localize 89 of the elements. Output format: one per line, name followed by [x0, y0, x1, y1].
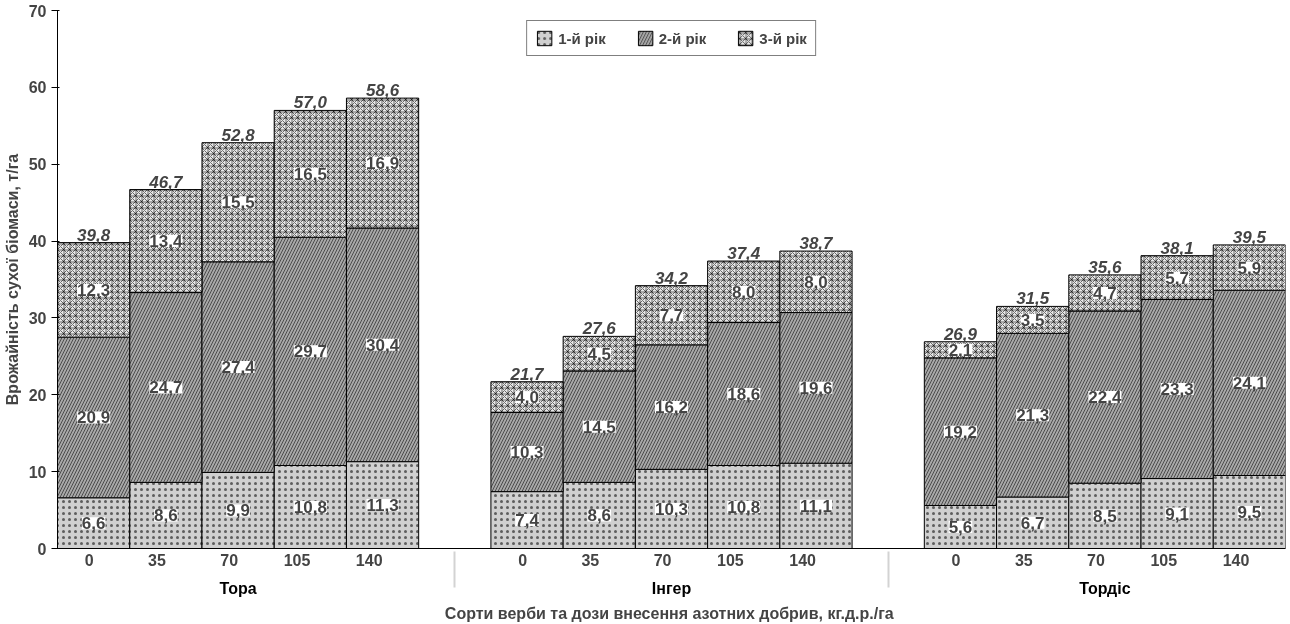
data-label: 30,4: [366, 335, 400, 355]
x-tick-label: 70: [1087, 551, 1106, 569]
data-label: 16,5: [293, 164, 327, 184]
data-label: 18,6: [727, 385, 761, 405]
x-axis-title: Сорти верби та дози внесення азотних добрив, кг.д.р./га: [444, 604, 894, 622]
data-label: 11,1: [799, 496, 833, 516]
data-label: 27,4: [221, 358, 256, 378]
data-label: 10,3: [510, 443, 544, 463]
data-label: 5,9: [1237, 258, 1262, 278]
y-tick-label: 20: [28, 386, 47, 404]
data-label: 5,6: [948, 517, 973, 537]
data-label: 4,7: [1093, 283, 1117, 303]
total-label: 46,7: [148, 172, 184, 192]
data-label: 29,7: [293, 342, 327, 362]
x-tick-label: 105: [717, 551, 744, 569]
data-label: 16,9: [366, 154, 400, 174]
total-label: 31,5: [1016, 289, 1050, 309]
x-tick-label: 0: [951, 551, 961, 569]
total-label: 34,2: [654, 268, 689, 288]
x-tick-label: 35: [581, 551, 600, 569]
data-label: 13,4: [149, 232, 183, 252]
total-label: 39,8: [77, 225, 111, 245]
data-label: 8,0: [731, 282, 756, 302]
y-tick-label: 50: [28, 156, 47, 174]
total-label: 39,5: [1232, 227, 1267, 247]
x-tick-label: 70: [220, 551, 239, 569]
y-tick-label: 10: [28, 463, 47, 481]
data-label: 8,6: [587, 506, 612, 526]
data-label: 19,2: [943, 422, 977, 442]
data-label: 16,2: [654, 398, 689, 418]
x-tick-label: 140: [355, 551, 383, 569]
x-tick-label: 0: [518, 551, 528, 569]
x-tick-label: 35: [1014, 551, 1033, 569]
legend-label: 1-й рік: [558, 29, 606, 47]
data-label: 15,5: [221, 193, 255, 213]
y-tick-label: 30: [28, 309, 47, 327]
total-label: 35,6: [1088, 257, 1122, 277]
x-tick-label: 70: [653, 551, 672, 569]
x-tick-label: 0: [84, 551, 94, 569]
data-label: 8,5: [1093, 506, 1117, 526]
y-tick-label: 0: [37, 540, 47, 558]
x-tick-label: 140: [1222, 551, 1250, 569]
legend-label: 3-й рік: [759, 29, 807, 47]
data-label: 8,0: [804, 272, 828, 292]
total-label: 52,8: [221, 125, 256, 145]
data-label: 4,0: [515, 388, 539, 408]
x-tick-label: 35: [148, 551, 166, 569]
total-label: 21,7: [509, 364, 546, 384]
legend-label: 2-й рік: [658, 29, 707, 47]
y-tick-label: 40: [28, 233, 47, 251]
data-label: 23,3: [1160, 380, 1194, 400]
text: Тордіс: [1079, 579, 1131, 597]
data-label: 7,7: [659, 306, 684, 326]
total-label: 37,4: [727, 244, 761, 264]
data-label: 14,5: [582, 417, 616, 437]
y-tick-label: 70: [28, 2, 47, 20]
data-label: 10,8: [727, 498, 761, 517]
data-label: 6,6: [81, 514, 106, 534]
total-label: 38,1: [1160, 238, 1194, 258]
data-label: 20,9: [77, 408, 111, 428]
data-label: 3,5: [1020, 310, 1045, 330]
data-label: 19,6: [799, 378, 833, 398]
text: Інгер: [651, 579, 692, 597]
data-label: 10,8: [293, 498, 327, 517]
data-label: 12,3: [77, 280, 111, 300]
data-label: 9,5: [1237, 502, 1262, 522]
data-label: 8,6: [154, 506, 178, 526]
total-label: 58,6: [366, 81, 400, 101]
data-label: 22,4: [1088, 388, 1122, 408]
data-label: 9,9: [226, 501, 250, 521]
x-tick-label: 140: [789, 551, 817, 569]
y-tick-label: 60: [28, 79, 47, 97]
data-label: 11,3: [366, 496, 399, 516]
data-label: 10,3: [654, 499, 689, 519]
data-label: 24,7: [149, 378, 183, 398]
y-axis-title: Врожайність сухої біомаси, т/га: [3, 153, 21, 406]
data-label: 24,1: [1232, 373, 1266, 393]
data-label: 4,5: [587, 344, 612, 364]
data-label: 7,4: [515, 511, 540, 531]
data-label: 5,7: [1165, 268, 1189, 288]
data-label: 21,3: [1016, 406, 1050, 426]
data-label: 6,7: [1020, 513, 1045, 533]
text: Тора: [219, 579, 257, 597]
total-label: 38,7: [799, 234, 835, 254]
data-label: 9,1: [1165, 504, 1189, 524]
total-label: 57,0: [293, 93, 328, 113]
x-tick-label: 105: [283, 551, 311, 569]
x-tick-label: 105: [1150, 551, 1178, 569]
total-label: 27,6: [581, 319, 617, 339]
